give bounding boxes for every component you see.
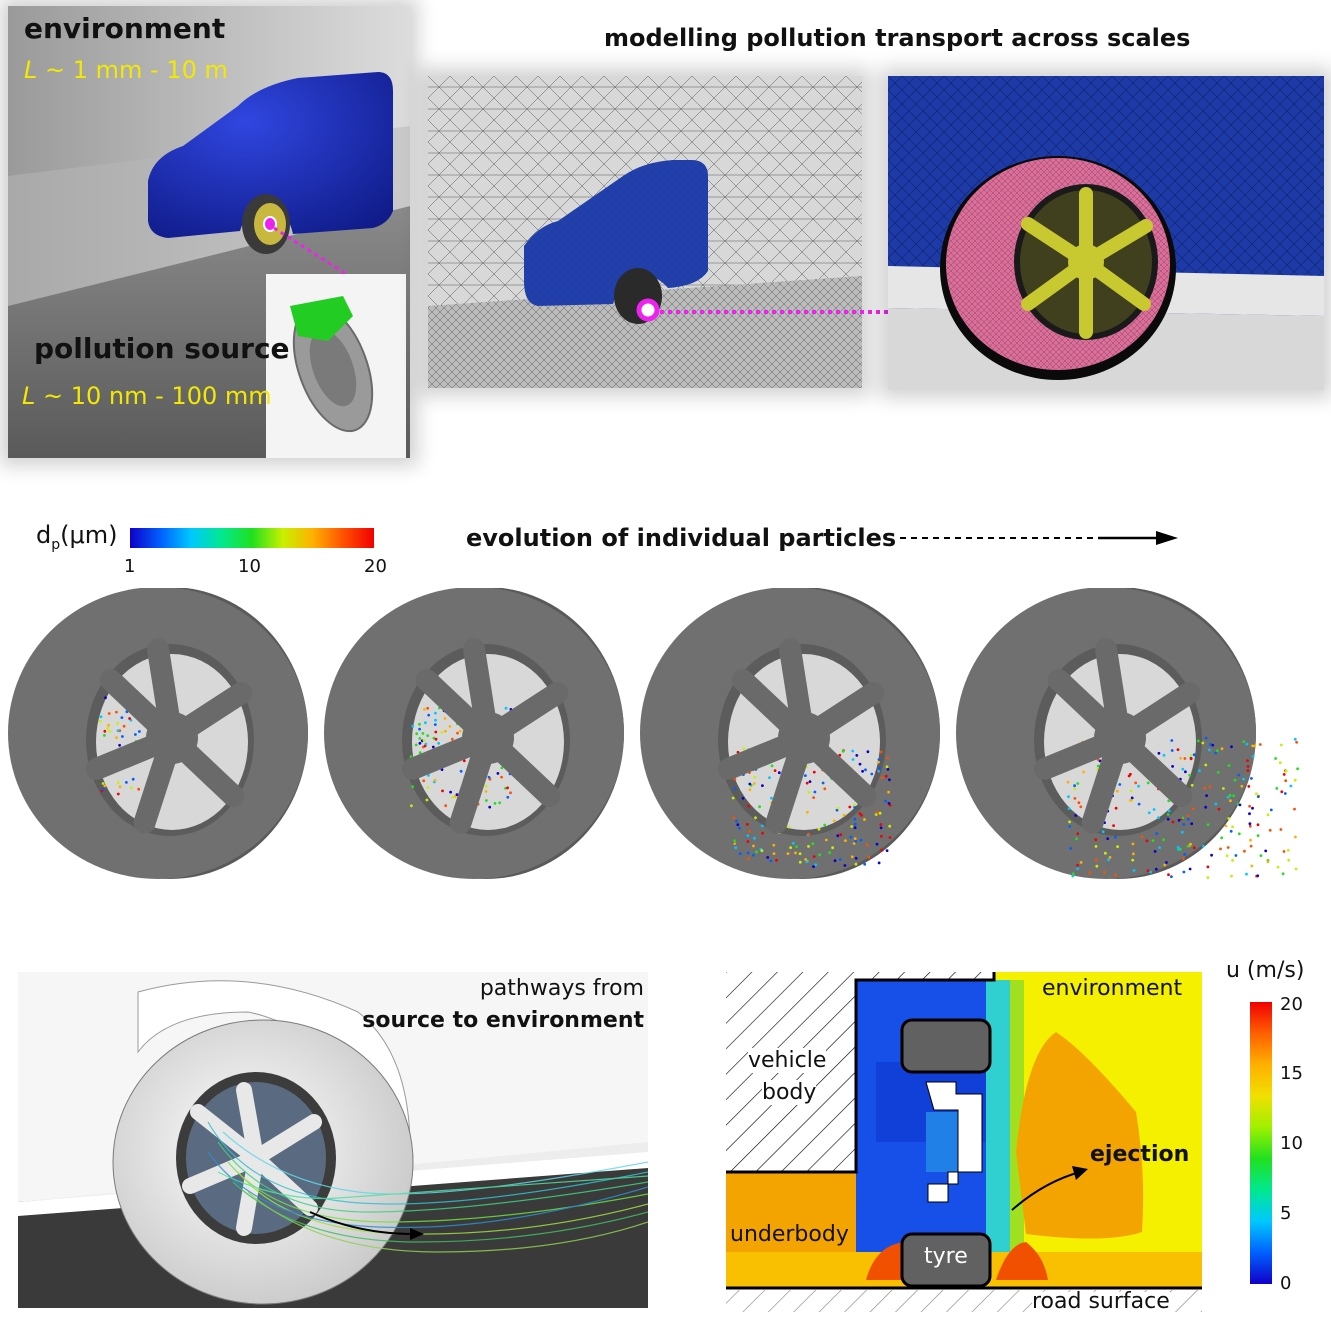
vehicle-shape xyxy=(148,72,393,238)
mesh-source-marker xyxy=(636,298,660,322)
contour-label-tyre: tyre xyxy=(924,1244,968,1269)
mesh-panel-vehicle xyxy=(428,76,862,388)
wheel-frame-1 xyxy=(8,588,308,879)
contour-label-underbody: underbody xyxy=(730,1222,849,1247)
lower-tyre-block xyxy=(900,1232,992,1288)
wheel-frame-2 xyxy=(324,588,624,879)
contour-label-body: body xyxy=(762,1080,817,1105)
velocity-tick-5: 5 xyxy=(1280,1203,1292,1224)
contour-label-vehicle: vehicle xyxy=(748,1048,827,1073)
wheel-frame-3 xyxy=(640,588,940,879)
particle-colorbar-tick-10: 10 xyxy=(238,556,261,577)
environment-panel: environment L ~ 1 mm - 10 m pollution so… xyxy=(8,6,410,458)
velocity-tick-0: 0 xyxy=(1280,1273,1292,1294)
wheel-frame-4 xyxy=(956,588,1299,879)
particle-colorbar-tick-1: 1 xyxy=(124,556,136,577)
particle-colorbar-symbol: d xyxy=(36,521,52,549)
vehicle-mesh-render xyxy=(428,76,862,388)
environment-render xyxy=(8,6,410,458)
source-scale-var: L xyxy=(22,382,36,410)
source-scale: L ~ 10 nm - 100 mm xyxy=(22,382,272,410)
contour-label-ejection: ejection xyxy=(1090,1142,1190,1167)
velocity-tick-10: 10 xyxy=(1280,1133,1303,1154)
brake-disc-icon xyxy=(290,296,374,433)
particle-colorbar-tick-20: 20 xyxy=(364,556,387,577)
top-title: modelling pollution transport across sca… xyxy=(604,24,1191,52)
pollution-source-label: pollution source xyxy=(34,332,290,365)
upper-tyre-block xyxy=(900,1018,992,1074)
particle-colorbar-unit: (μm) xyxy=(60,521,118,549)
pathways-line-2: source to environment xyxy=(362,1008,644,1033)
environment-scale-var: L xyxy=(24,56,38,84)
environment-scale-range: ~ 1 mm - 10 m xyxy=(37,56,228,84)
environment-label: environment xyxy=(24,12,226,45)
velocity-tick-15: 15 xyxy=(1280,1063,1303,1084)
ejection-plume xyxy=(1016,1032,1144,1239)
particle-frames xyxy=(8,588,1299,879)
wheel-mesh-render xyxy=(888,76,1324,390)
velocity-colorbar xyxy=(1250,1002,1272,1284)
velocity-contour-panel: environment vehicle body ejection underb… xyxy=(726,972,1202,1312)
pathways-panel: pathways from source to environment xyxy=(18,972,648,1308)
velocity-colorbar-title: u (m/s) xyxy=(1226,958,1305,983)
pathways-line-1: pathways from xyxy=(479,976,644,1001)
hub-shape xyxy=(925,1081,983,1203)
rim-mesh-shape xyxy=(1020,187,1153,339)
contour-label-environment: environment xyxy=(1042,976,1183,1001)
mesh-panel-wheel xyxy=(888,76,1324,390)
source-scale-range: ~ 10 nm - 100 mm xyxy=(35,382,272,410)
particles-title: evolution of individual particles xyxy=(466,524,897,552)
particle-colorbar-subscript: p xyxy=(51,536,61,553)
particle-colorbar xyxy=(130,528,374,548)
velocity-tick-20: 20 xyxy=(1280,994,1303,1015)
pathways-render xyxy=(18,972,648,1308)
velocity-contour-render xyxy=(726,972,1202,1312)
particle-colorbar-label: dp(μm) xyxy=(36,521,118,553)
contour-label-road: road surface xyxy=(1032,1289,1170,1312)
scale-connector xyxy=(660,310,936,314)
environment-scale: L ~ 1 mm - 10 m xyxy=(24,56,228,84)
link-line xyxy=(273,226,347,276)
time-arrow xyxy=(900,531,1178,545)
